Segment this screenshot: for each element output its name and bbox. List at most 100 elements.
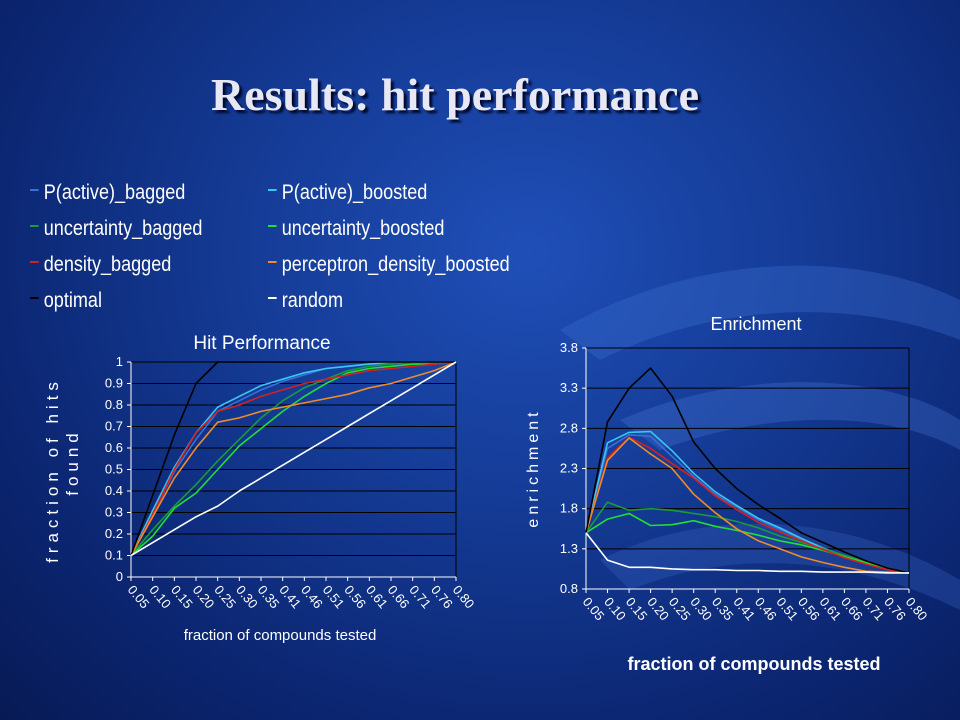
legend-item: P(active)_bagged xyxy=(30,178,185,208)
x-tick-label: 0.41 xyxy=(276,582,304,611)
y-tick-label: 0.3 xyxy=(105,505,123,520)
y-tick-label: 0 xyxy=(116,569,123,584)
series-line xyxy=(585,433,910,574)
x-tick-label: 0.25 xyxy=(666,594,694,623)
legend-item: uncertainty_boosted xyxy=(268,214,444,244)
series-line xyxy=(130,361,456,557)
chart-legend: P(active)_bagged P(active)_boosted uncer… xyxy=(30,178,530,318)
series-line xyxy=(585,532,909,574)
y-tick-label: 0.5 xyxy=(105,462,123,477)
x-tick-label: 0.20 xyxy=(644,594,672,623)
y-tick-label: 2.3 xyxy=(560,461,578,476)
x-tick-label: 0.76 xyxy=(881,594,909,623)
y-axis-label: fraction of hits xyxy=(43,377,62,563)
legend-label: random xyxy=(281,289,343,312)
x-tick-label: 0.61 xyxy=(363,582,391,611)
series-line xyxy=(585,437,910,574)
y-tick-label: 0.4 xyxy=(105,483,123,498)
legend-item: density_bagged xyxy=(30,250,171,280)
y-tick-label: 0.9 xyxy=(105,376,123,391)
x-tick-label: 0.46 xyxy=(298,582,326,611)
legend-item: uncertainty_bagged xyxy=(30,214,202,244)
x-tick-label: 0.61 xyxy=(817,594,845,623)
x-tick-label: 0.51 xyxy=(320,582,348,611)
x-tick-label: 0.25 xyxy=(211,582,239,611)
legend-swatch xyxy=(268,225,277,228)
legend-label: optimal xyxy=(43,289,102,312)
legend-label: uncertainty_bagged xyxy=(43,217,203,240)
legend-swatch xyxy=(268,189,277,192)
x-axis-label: fraction of compounds tested xyxy=(627,654,880,674)
x-tick-label: 0.71 xyxy=(860,594,888,623)
legend-swatch xyxy=(30,225,39,228)
x-tick-label: 0.41 xyxy=(730,594,758,623)
legend-item: random xyxy=(268,286,343,316)
hit-performance-chart: Hit Performance 0 0.1 0.2 0.3 0.4 0.5 0.6 0.7 0.8… xyxy=(43,333,477,644)
series-line xyxy=(585,501,910,574)
series-line xyxy=(130,361,456,556)
x-tick-label: 0.71 xyxy=(406,582,434,611)
x-tick-label: 0.30 xyxy=(687,594,715,623)
y-tick-label: 0.2 xyxy=(105,526,123,541)
series-line xyxy=(585,367,910,574)
x-tick-label: 0.66 xyxy=(838,594,866,623)
legend-label: density_bagged xyxy=(43,253,172,276)
x-tick-label: 0.66 xyxy=(385,582,413,611)
y-tick-label: 0.8 xyxy=(560,581,578,596)
y-tick-label: 1.8 xyxy=(560,501,578,516)
y-axis-label: enrichment xyxy=(525,408,542,527)
x-tick-label: 0.51 xyxy=(774,594,802,623)
y-tick-label: 0.6 xyxy=(105,440,123,455)
y-tick-label: 3.8 xyxy=(560,340,578,355)
page-title: Results: hit performance xyxy=(210,69,699,120)
series-line xyxy=(130,361,457,557)
y-tick-label: 1.3 xyxy=(560,541,578,556)
x-tick-label: 0.80 xyxy=(903,594,931,623)
legend-item: perceptron_density_boosted xyxy=(268,250,510,280)
x-tick-label: 0.46 xyxy=(752,594,780,623)
x-tick-label: 0.56 xyxy=(341,582,369,611)
y-axis-label: found xyxy=(63,428,82,496)
x-tick-label: 0.35 xyxy=(255,582,283,611)
legend-item: P(active)_boosted xyxy=(268,178,427,208)
x-tick-label: 0.10 xyxy=(601,594,629,623)
x-tick-label: 0.35 xyxy=(709,594,737,623)
x-tick-label: 0.20 xyxy=(190,582,218,611)
series-line xyxy=(130,361,457,556)
y-tick-label: 3.3 xyxy=(560,380,578,395)
x-axis-label: fraction of compounds tested xyxy=(184,627,377,644)
legend-label: uncertainty_boosted xyxy=(281,217,445,240)
legend-item: optimal xyxy=(30,286,102,316)
x-tick-label: 0.05 xyxy=(580,594,608,623)
legend-swatch xyxy=(30,261,39,264)
legend-swatch xyxy=(268,261,277,264)
enrichment-chart: Enrichment0.81.31.82.32.83.33.80.050.100… xyxy=(525,314,930,674)
legend-swatch xyxy=(30,297,39,300)
series-line xyxy=(585,430,910,574)
x-tick-label: 0.10 xyxy=(146,582,174,611)
legend-swatch xyxy=(30,189,39,192)
series-line xyxy=(130,361,457,557)
chart-title: Hit Performance xyxy=(193,333,330,354)
legend-label: P(active)_bagged xyxy=(43,181,186,204)
x-tick-label: 0.05 xyxy=(125,582,153,611)
x-tick-label: 0.15 xyxy=(168,582,196,611)
y-tick-label: 1 xyxy=(116,354,123,369)
series-line xyxy=(585,512,910,574)
series-line xyxy=(585,436,910,574)
x-tick-label: 0.76 xyxy=(428,582,456,611)
x-tick-label: 0.15 xyxy=(623,594,651,623)
legend-swatch xyxy=(268,297,277,300)
y-tick-label: 0.8 xyxy=(105,397,123,412)
y-tick-label: 0.1 xyxy=(105,548,123,563)
legend-label: P(active)_boosted xyxy=(281,181,428,204)
x-tick-label: 0.56 xyxy=(795,594,823,623)
x-tick-label: 0.80 xyxy=(450,582,478,611)
legend-label: perceptron_density_boosted xyxy=(281,253,510,276)
chart-title: Enrichment xyxy=(710,314,801,334)
series-line xyxy=(130,361,457,556)
x-tick-label: 0.30 xyxy=(233,582,261,611)
y-tick-label: 0.7 xyxy=(105,419,123,434)
